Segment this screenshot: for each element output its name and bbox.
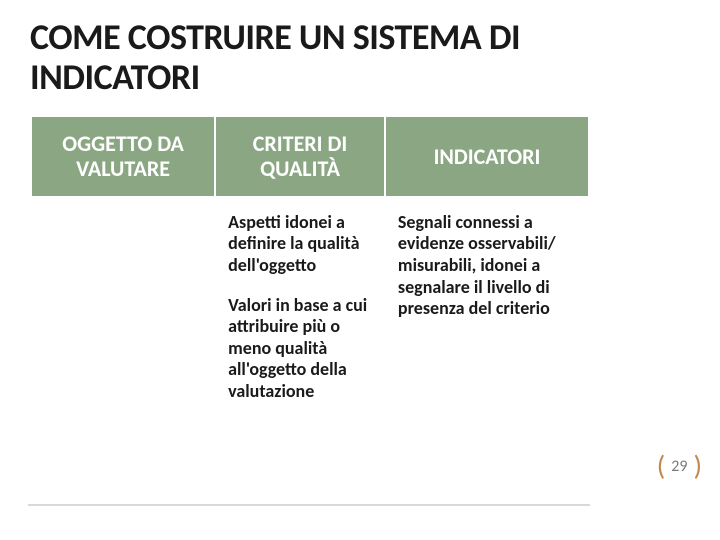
bracket-right-icon [694,452,703,480]
table-bottom-rule [28,504,590,506]
header-indicatori: INDICATORI [385,116,589,197]
header-oggetto: OGGETTO DA VALUTARE [31,116,215,197]
criteri-para-2: Valori in base a cui attribuire più o me… [228,295,372,403]
indicatori-para-1: Segnali connessi a evidenze osservabili/… [398,212,576,320]
page-number: 29 [665,457,693,476]
indicators-table: OGGETTO DA VALUTARE CRITERI DI QUALITÀ I… [30,115,590,434]
bracket-left-icon [657,452,666,480]
slide-title: COME COSTRUIRE UN SISTEMA DI INDICATORI [30,18,690,97]
cell-oggetto [31,197,215,434]
cell-criteri: Aspetti idonei a definire la qualità del… [215,197,385,434]
header-criteri: CRITERI DI QUALITÀ [215,116,385,197]
criteri-para-1: Aspetti idonei a definire la qualità del… [228,212,372,277]
page-number-badge: 29 [657,452,702,480]
cell-indicatori: Segnali connessi a evidenze osservabili/… [385,197,589,434]
